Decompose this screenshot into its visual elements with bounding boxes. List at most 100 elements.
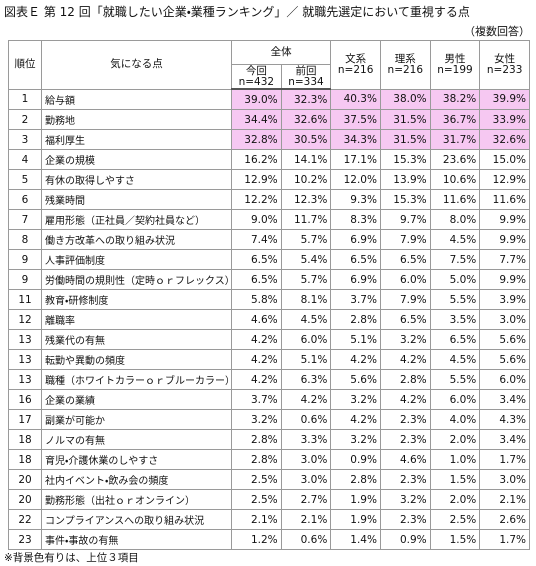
rank-cell: 20 <box>8 489 42 510</box>
value-cell: 36.7% <box>429 109 481 130</box>
value-cell: 15.3% <box>379 189 431 210</box>
rank-cell: 22 <box>8 509 42 530</box>
rank-cell: 16 <box>8 389 42 410</box>
value-cell: 2.3% <box>379 409 431 430</box>
column-header: 今回 n=432 <box>231 64 282 90</box>
item-cell: 教育・研修制度 <box>41 289 232 310</box>
value-cell: 7.5% <box>429 249 481 270</box>
table-body: 1 給与額 39.0% 32.3% 40.3% 38.0% 38.2% 39.9% 2 勤務地 34… <box>8 88 530 550</box>
column-label: 文系 <box>345 52 367 65</box>
value-cell: 3.2% <box>379 329 431 350</box>
value-cell: 6.5% <box>330 249 381 270</box>
value-cell: 4.3% <box>479 409 530 430</box>
value-cell: 6.0% <box>429 389 481 410</box>
item-cell: ノルマの有無 <box>41 429 232 450</box>
value-cell: 4.5% <box>429 229 481 250</box>
item-cell: 労働時間の規則性（定時ｏｒフレックス） <box>41 269 232 290</box>
table-row: 4 企業の規模 16.2% 14.1% 17.1% 15.3% 23.6% 15.0% <box>8 149 530 170</box>
value-cell: 4.2% <box>330 409 381 430</box>
note: （複数回答） <box>464 25 530 38</box>
value-cell: 5.7% <box>280 269 332 290</box>
overall-header: 全体 <box>230 40 332 65</box>
value-cell: 39.0% <box>231 88 282 110</box>
table-row: 22 コンプライアンスへの取り組み状況 2.1% 2.1% 1.9% 2.3% 2.5% 2.… <box>8 509 530 530</box>
value-cell: 6.9% <box>330 269 381 290</box>
table-row: 12 離職率 4.6% 4.5% 2.8% 6.5% 3.5% 3.0% <box>8 309 530 330</box>
rank-cell: 20 <box>8 469 42 490</box>
value-cell: 12.9% <box>231 169 282 190</box>
value-cell: 2.8% <box>379 369 431 390</box>
column-n: n=233 <box>486 63 523 76</box>
item-cell: 残業時間 <box>41 189 232 210</box>
item-cell: 勤務形態（出社ｏｒオンライン） <box>41 489 232 510</box>
value-cell: 3.4% <box>479 429 530 450</box>
value-cell: 5.1% <box>330 329 381 350</box>
value-cell: 34.4% <box>231 109 282 130</box>
value-cell: 6.5% <box>379 309 431 330</box>
value-cell: 5.6% <box>330 369 381 390</box>
value-cell: 1.5% <box>429 529 481 550</box>
value-cell: 9.9% <box>479 269 530 290</box>
rank-cell: 5 <box>8 169 42 190</box>
value-cell: 3.0% <box>479 309 530 330</box>
item-cell: 残業代の有無 <box>41 329 232 350</box>
value-cell: 2.8% <box>231 449 282 470</box>
value-cell: 11.6% <box>479 189 530 210</box>
value-cell: 5.6% <box>479 349 530 370</box>
value-cell: 13.9% <box>379 169 431 190</box>
value-cell: 1.2% <box>231 529 282 550</box>
column-label: 前回 <box>295 64 317 77</box>
column-label: 今回 <box>245 64 267 77</box>
item-cell: 転勤や異動の頻度 <box>41 349 232 370</box>
value-cell: 3.2% <box>379 489 431 510</box>
item-cell: 企業の業績 <box>41 389 232 410</box>
value-cell: 3.7% <box>231 389 282 410</box>
value-cell: 15.3% <box>379 149 431 170</box>
table-row: 17 副業が可能か 3.2% 0.6% 4.2% 2.3% 4.0% 4.3% <box>8 409 530 430</box>
value-cell: 3.4% <box>479 389 530 410</box>
column-header: 男性 n=199 <box>429 40 481 90</box>
value-cell: 3.3% <box>280 429 332 450</box>
value-cell: 1.7% <box>479 529 530 550</box>
item-cell: 勤務地 <box>41 109 232 130</box>
column-n: n=216 <box>337 63 374 76</box>
value-cell: 12.9% <box>479 169 530 190</box>
column-header: 女性 n=233 <box>479 40 530 90</box>
item-cell: 離職率 <box>41 309 232 330</box>
item-cell: 人事評価制度 <box>41 249 232 270</box>
rank-cell: 13 <box>8 349 42 370</box>
value-cell: 3.0% <box>280 469 332 490</box>
value-cell: 4.2% <box>231 369 282 390</box>
value-cell: 17.1% <box>330 149 381 170</box>
value-cell: 2.1% <box>479 489 530 510</box>
value-cell: 12.0% <box>330 169 381 190</box>
value-cell: 1.9% <box>330 489 381 510</box>
value-cell: 38.0% <box>379 88 431 110</box>
value-cell: 4.2% <box>280 389 332 410</box>
value-cell: 4.5% <box>280 309 332 330</box>
value-cell: 4.6% <box>379 449 431 470</box>
rank-cell: 13 <box>8 369 42 390</box>
value-cell: 4.2% <box>379 349 431 370</box>
item-cell: 有休の取得しやすさ <box>41 169 232 190</box>
value-cell: 30.5% <box>280 129 332 150</box>
value-cell: 5.5% <box>429 289 481 310</box>
value-cell: 3.7% <box>330 289 381 310</box>
table-row: 18 ノルマの有無 2.8% 3.3% 3.2% 2.3% 2.0% 3.4% <box>8 429 530 450</box>
value-cell: 3.0% <box>479 469 530 490</box>
value-cell: 3.9% <box>479 289 530 310</box>
value-cell: 7.4% <box>231 229 282 250</box>
rank-cell: 9 <box>8 249 42 270</box>
column-n: n=199 <box>437 63 473 76</box>
rank-cell: 18 <box>8 429 42 450</box>
value-cell: 6.0% <box>379 269 431 290</box>
value-cell: 6.3% <box>280 369 332 390</box>
value-cell: 2.1% <box>280 509 332 530</box>
value-cell: 5.5% <box>429 369 481 390</box>
value-cell: 1.9% <box>330 509 381 530</box>
value-cell: 9.9% <box>479 209 530 230</box>
value-cell: 4.6% <box>231 309 282 330</box>
value-cell: 32.8% <box>231 129 282 150</box>
value-cell: 5.4% <box>280 249 332 270</box>
value-cell: 38.2% <box>429 88 481 110</box>
